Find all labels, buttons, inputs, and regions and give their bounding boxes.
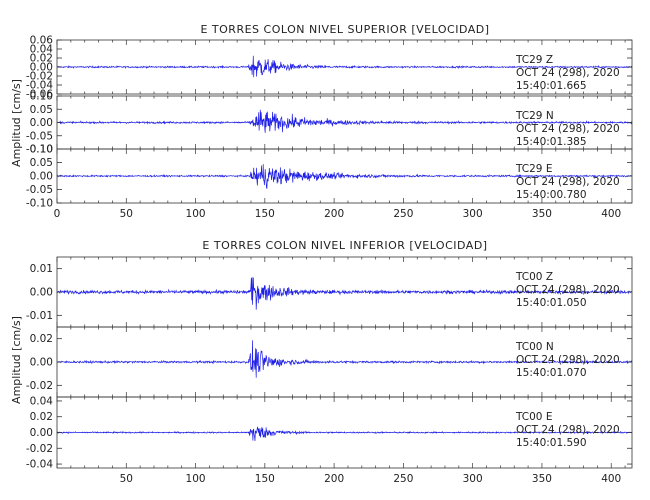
series-trace-tc00-z	[56, 277, 633, 310]
annotation-station: TC00 Z	[515, 271, 553, 283]
panel-tc29-z: 0.060.040.020.00-0.02-0.04-0.06 TC29 ZOCT…	[26, 35, 633, 101]
y-tick-label: 0.00	[30, 171, 53, 183]
y-tick-label: 0.02	[30, 53, 53, 65]
annotation-date: OCT 24 (298), 2020	[516, 354, 620, 366]
y-tick-label: 0.02	[30, 333, 53, 345]
y-tick-label: 0.10	[30, 144, 53, 156]
x-tick-label: 150	[255, 208, 275, 220]
annotation-station: TC29 N	[515, 110, 554, 122]
y-tick-label: -0.02	[26, 443, 53, 455]
x-tick-label: 100	[186, 208, 206, 220]
annotation-station: TC00 N	[515, 341, 554, 353]
y-tick-label: 0.00	[30, 357, 53, 369]
y-tick-label: 0.10	[30, 91, 53, 103]
x-tick-label: 300	[463, 473, 483, 485]
x-tick-label: 200	[324, 473, 344, 485]
y-tick-label: -0.05	[26, 130, 53, 142]
series-trace-tc00-n	[56, 340, 633, 378]
x-tick-label: 250	[393, 208, 413, 220]
annotation-time: 15:40:01.050	[516, 297, 587, 309]
annotation-date: OCT 24 (298), 2020	[516, 284, 620, 296]
x-tick-label: 400	[601, 473, 621, 485]
annotation-time: 15:40:01.665	[516, 80, 587, 92]
y-tick-label: -0.06	[26, 89, 53, 101]
x-tick-label: 250	[393, 473, 413, 485]
annotation-date: OCT 24 (298), 2020	[516, 67, 620, 79]
series-trace-tc00-e	[56, 426, 633, 442]
x-tick-label: 50	[120, 208, 133, 220]
annotation-date: OCT 24 (298), 2020	[516, 424, 620, 436]
chart-upper: E TORRES COLON NIVEL SUPERIOR [VELOCIDAD…	[10, 23, 633, 220]
annotation-station: TC29 E	[515, 163, 552, 175]
y-tick-label: -0.04	[26, 80, 53, 92]
y-tick-label: -0.02	[26, 380, 53, 392]
y-tick-label: -0.10	[26, 198, 53, 210]
y-tick-label: 0.05	[30, 157, 53, 169]
y-tick-label: 0.04	[30, 395, 54, 407]
y-tick-label: 0.00	[30, 62, 53, 74]
y-tick-label: 0.00	[30, 427, 53, 439]
y-axis-label-lower: Amplitud [cm/s]	[10, 316, 23, 404]
y-tick-label: -0.01	[26, 310, 53, 322]
y-tick-label: 0.06	[30, 35, 54, 47]
x-tick-label: 300	[463, 208, 483, 220]
y-tick-label: 0.05	[30, 104, 53, 116]
y-tick-label: 0.02	[30, 411, 53, 423]
y-tick-label: -0.10	[26, 144, 53, 156]
annotation-time: 15:40:00.780	[516, 189, 587, 201]
chart-title-lower: E TORRES COLON NIVEL INFERIOR [VELOCIDAD…	[202, 239, 487, 252]
y-tick-label: 0.04	[30, 44, 54, 56]
y-tick-label: 0.00	[30, 117, 53, 129]
chart-lower: E TORRES COLON NIVEL INFERIOR [VELOCIDAD…	[10, 239, 633, 485]
x-tick-label: 400	[601, 208, 621, 220]
y-tick-label: -0.04	[26, 459, 53, 471]
annotation-time: 15:40:01.385	[516, 136, 587, 148]
y-tick-label: -0.02	[26, 71, 53, 83]
annotation-date: OCT 24 (298), 2020	[516, 176, 620, 188]
annotation-date: OCT 24 (298), 2020	[516, 123, 620, 135]
x-tick-label: 50	[120, 473, 133, 485]
series-trace-tc29-n	[56, 109, 633, 133]
x-tick-label: 350	[532, 208, 552, 220]
series-trace-tc29-e	[56, 164, 633, 189]
x-tick-label: 200	[324, 208, 344, 220]
annotation-station: TC00 E	[515, 411, 552, 423]
x-tick-label: 350	[532, 473, 552, 485]
y-axis-label-upper: Amplitud [cm/s]	[10, 79, 23, 167]
y-tick-label: 0.00	[30, 287, 53, 299]
x-tick-label: 100	[186, 473, 206, 485]
series-trace-tc29-z	[56, 55, 633, 78]
x-tick-label: 0	[54, 208, 61, 220]
annotation-time: 15:40:01.590	[516, 437, 587, 449]
chart-title-upper: E TORRES COLON NIVEL SUPERIOR [VELOCIDAD…	[200, 23, 489, 36]
annotation-time: 15:40:01.070	[516, 367, 587, 379]
y-tick-label: 0.01	[30, 263, 53, 275]
y-tick-label: -0.05	[26, 184, 53, 196]
x-tick-label: 150	[255, 473, 275, 485]
annotation-station: TC29 Z	[515, 54, 553, 66]
